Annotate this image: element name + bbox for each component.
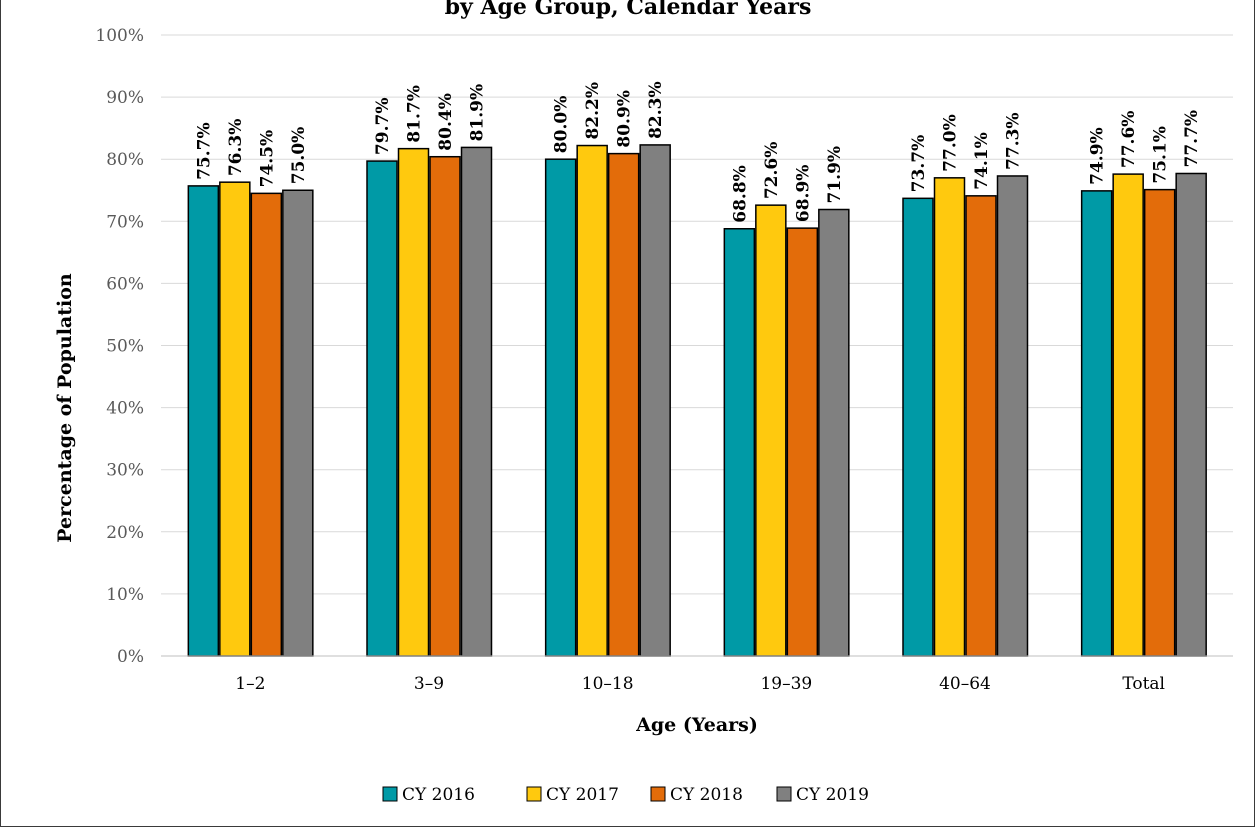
x-tick-label: 10–18 (582, 674, 634, 694)
bar-cy-2016 (1080, 190, 1113, 657)
bar-cy-2017 (933, 177, 966, 657)
data-label: 77.6% (1119, 111, 1139, 169)
bar-cy-2016 (366, 160, 398, 657)
bar-cy-2017 (755, 204, 787, 657)
bar-cy-2016 (902, 197, 934, 657)
y-tick-label: 70% (106, 212, 144, 232)
legend-label: CY 2017 (546, 785, 619, 805)
bar-cy-2017 (576, 144, 608, 657)
legend-label: CY 2016 (402, 785, 475, 805)
bar-cy-2018 (250, 192, 283, 657)
y-tick-label: 0% (117, 647, 144, 667)
x-tick-label: 19–39 (760, 674, 812, 694)
data-labels: 75.7% 76.3% 74.5% 75.0% 79.7% 81.7% 80.4% 81.9%… (194, 81, 1202, 222)
bar-cy-2018 (786, 227, 819, 657)
data-label: 68.9% (793, 165, 813, 223)
bar-cy-2019 (282, 189, 314, 657)
legend: CY 2016 CY 2017 CY 2018 CY 2019 (382, 785, 869, 805)
y-tick-label: 60% (106, 274, 144, 294)
data-label: 77.3% (1004, 112, 1024, 170)
x-axis-title: Age (Years) (635, 714, 758, 736)
legend-label: CY 2019 (796, 785, 869, 805)
data-label: 73.7% (909, 135, 929, 193)
bar-cy-2019 (460, 146, 493, 657)
y-tick-label: 50% (106, 337, 144, 357)
y-tick-label: 40% (106, 399, 144, 419)
data-label: 71.9% (825, 146, 845, 204)
y-tick-label: 100% (95, 26, 144, 46)
data-label: 81.7% (405, 85, 425, 143)
legend-swatch (776, 786, 792, 802)
bar-cy-2019 (996, 175, 1029, 657)
chart-title: by Age Group, Calendar Years (445, 0, 812, 20)
data-label: 80.4% (436, 93, 456, 151)
bar-cy-2016 (723, 228, 756, 657)
data-label: 75.1% (1151, 126, 1171, 184)
data-label: 81.9% (468, 84, 488, 142)
bar-cy-2018 (965, 195, 997, 657)
data-label: 77.0% (941, 114, 961, 172)
legend-label: CY 2018 (670, 785, 743, 805)
y-tick-label: 80% (106, 150, 144, 170)
bar-cy-2016 (187, 185, 220, 657)
y-tick-label: 10% (106, 585, 144, 605)
data-label: 80.9% (615, 90, 635, 148)
bar-cy-2016 (544, 158, 577, 657)
data-label: 74.9% (1088, 127, 1108, 185)
legend-swatch (382, 786, 398, 802)
y-tick-label: 20% (106, 523, 144, 543)
bar-cy-2018 (429, 155, 461, 657)
gridlines (161, 34, 1233, 595)
y-tick-label: 90% (106, 88, 144, 108)
data-label: 74.1% (972, 132, 992, 190)
x-tick-label: Total (1122, 674, 1165, 694)
axes: 0% 10% 20% 30% 40% 50% 60% 70% 80% 90% 100% 1–2 3–9 1… (95, 26, 1233, 694)
data-label: 75.0% (289, 127, 309, 185)
y-axis-title: Percentage of Population (54, 273, 76, 543)
data-label: 76.3% (226, 119, 246, 177)
data-label: 75.7% (194, 122, 214, 180)
data-label: 68.8% (730, 165, 750, 223)
data-label: 77.7% (1182, 110, 1202, 168)
data-label: 82.3% (646, 81, 666, 139)
x-tick-label: 3–9 (414, 674, 444, 694)
data-label: 74.5% (257, 130, 277, 188)
y-tick-label: 30% (106, 461, 144, 481)
bar-cy-2017 (219, 181, 251, 657)
bar-cy-2018 (1143, 188, 1176, 657)
x-tick-label: 40–64 (939, 674, 991, 694)
data-label: 82.2% (583, 82, 603, 140)
data-label: 80.0% (552, 96, 572, 154)
legend-swatch (526, 786, 542, 802)
bar-cy-2018 (607, 152, 640, 657)
bar-cy-2017 (397, 147, 430, 657)
bar-cy-2019 (639, 144, 671, 657)
bar-cy-2017 (1112, 173, 1144, 657)
legend-swatch (650, 786, 666, 802)
data-label: 72.6% (762, 142, 782, 200)
bar-cy-2019 (818, 208, 850, 657)
data-label: 79.7% (373, 98, 393, 156)
x-tick-label: 1–2 (235, 674, 265, 694)
bar-cy-2019 (1175, 172, 1207, 657)
